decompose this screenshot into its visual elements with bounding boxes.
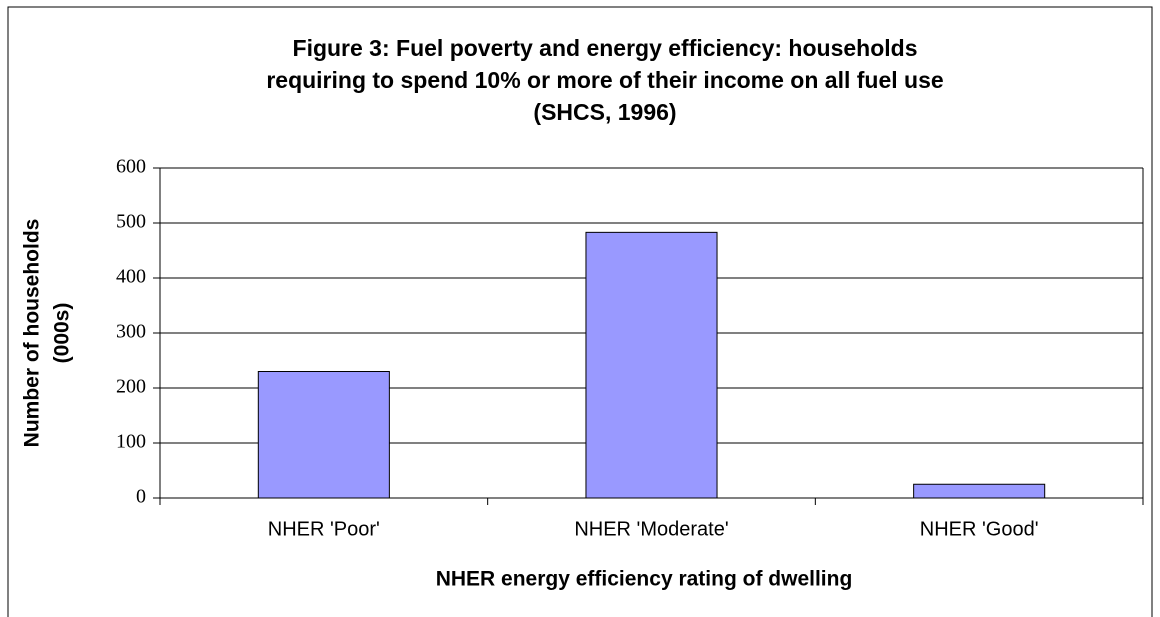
- y-tick-label: 100: [116, 431, 146, 453]
- y-axis-label: Number of households: [21, 219, 44, 448]
- bar: [585, 231, 718, 499]
- bar: [257, 371, 390, 499]
- y-tick-label: 200: [116, 376, 146, 398]
- x-tick-label: NHER 'Moderate': [574, 518, 728, 540]
- bar: [913, 483, 1046, 499]
- x-axis-label: NHER energy efficiency rating of dwellin…: [436, 568, 853, 591]
- chart-title: Figure 3: Fuel poverty and energy effici…: [293, 35, 918, 61]
- chart-title: requiring to spend 10% or more of their …: [266, 67, 943, 93]
- chart-title: (SHCS, 1996): [533, 99, 676, 125]
- y-tick-label: 600: [116, 156, 146, 178]
- x-tick-label: NHER 'Good': [920, 518, 1039, 540]
- y-axis-label: (000s): [51, 303, 74, 364]
- y-tick-label: 400: [116, 266, 146, 288]
- chart-frame: [7, 6, 1153, 617]
- y-tick-label: 500: [116, 211, 146, 233]
- y-tick-label: 0: [136, 486, 146, 508]
- y-tick-label: 300: [116, 321, 146, 343]
- x-tick-label: NHER 'Poor': [268, 518, 380, 540]
